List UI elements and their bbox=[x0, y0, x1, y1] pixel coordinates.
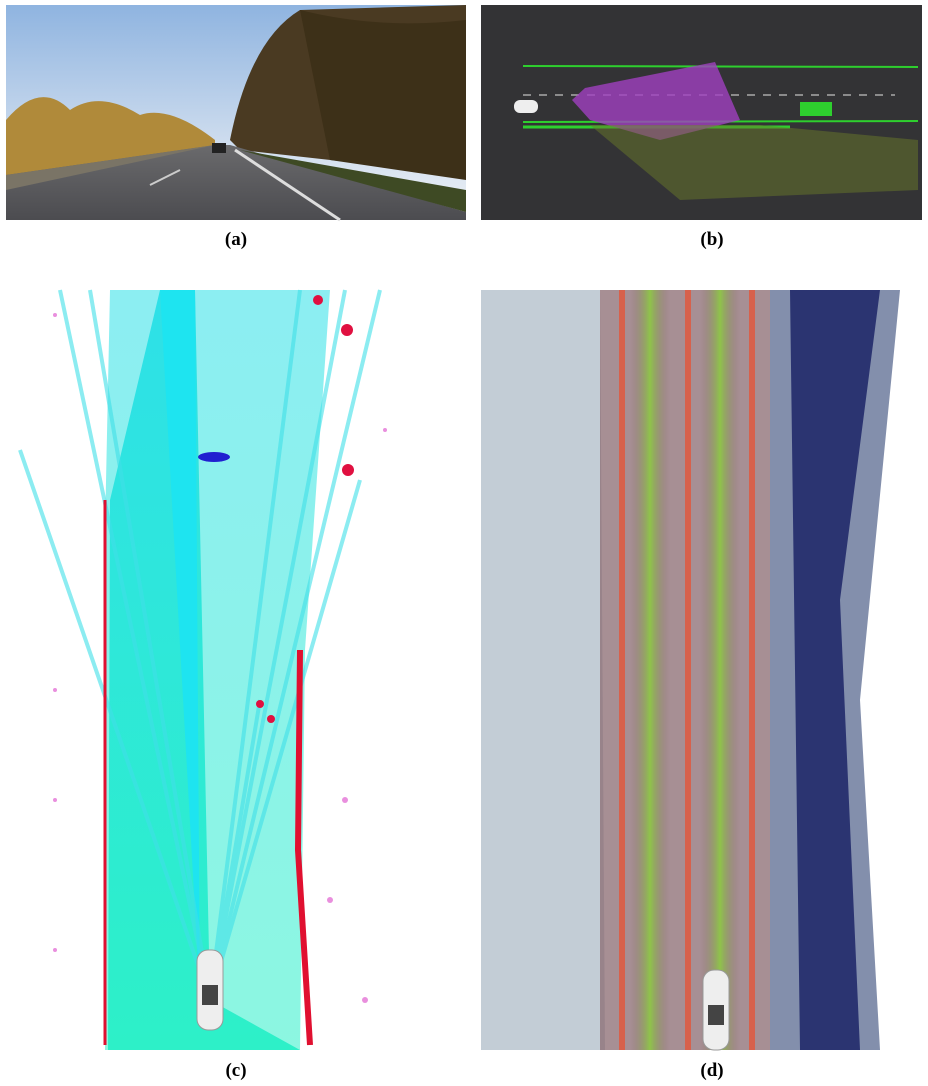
panel-b-image bbox=[481, 5, 922, 220]
panel-c-image bbox=[15, 290, 465, 1050]
caption-d: (d) bbox=[700, 1060, 723, 1082]
panel-a-image bbox=[6, 5, 466, 220]
caption-c: (c) bbox=[225, 1060, 246, 1082]
caption-b: (b) bbox=[700, 229, 723, 251]
figure: (a) (b) (c) (d) bbox=[0, 0, 928, 1086]
caption-a: (a) bbox=[225, 229, 247, 251]
panel-d-image bbox=[481, 290, 922, 1050]
figure-images bbox=[0, 0, 928, 1086]
